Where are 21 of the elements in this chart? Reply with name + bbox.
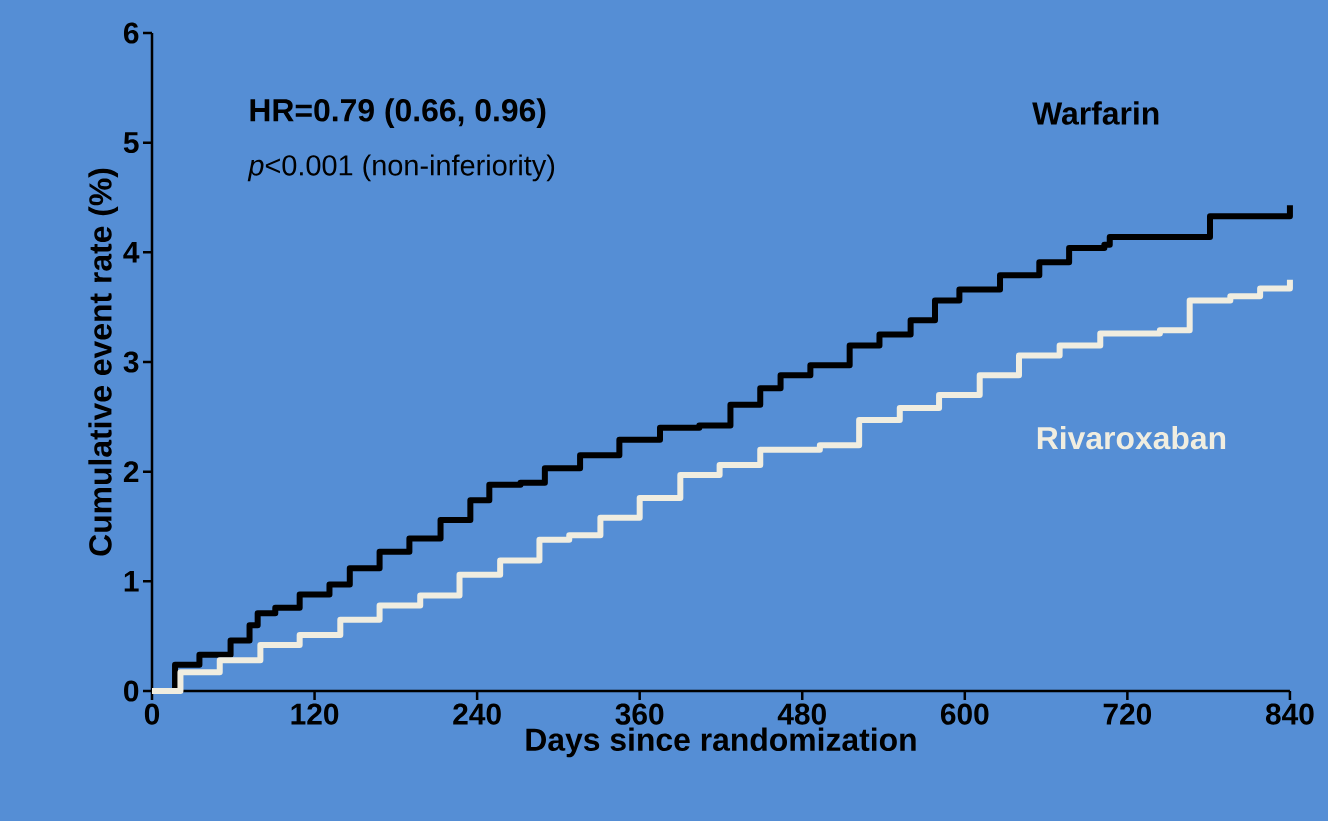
- x-tick-label: 0: [144, 703, 160, 725]
- x-tick-label: 240: [453, 703, 501, 725]
- y-tick-label: 1: [124, 571, 139, 592]
- y-tick-label: 3: [123, 351, 139, 373]
- y-tick-label: 5: [123, 132, 139, 154]
- y-tick-label: 4: [123, 242, 140, 263]
- y-tick-label: 0: [124, 680, 139, 702]
- y-tick-label: 2: [123, 461, 139, 483]
- y-tick-label: 6: [123, 22, 139, 44]
- x-tick-label: 120: [291, 703, 339, 725]
- x-tick-label: 720: [1103, 703, 1152, 725]
- x-axis-title: Days since randomization: [526, 727, 916, 758]
- annotation: HR=0.79 (0.66, 0.96): [250, 98, 546, 128]
- x-tick-label: 840: [1265, 703, 1314, 725]
- annotation: p<0.001 (non-inferiority): [247, 154, 555, 182]
- x-tick-label: 600: [940, 703, 989, 725]
- series-label: Rivaroxaban: [1037, 425, 1226, 450]
- text: Warfarin: [1032, 101, 1159, 125]
- y-axis-title: Cumulative event rate (%): [88, 168, 119, 556]
- x-tick-label: 480: [777, 703, 826, 725]
- x-tick-label: 360: [615, 703, 664, 725]
